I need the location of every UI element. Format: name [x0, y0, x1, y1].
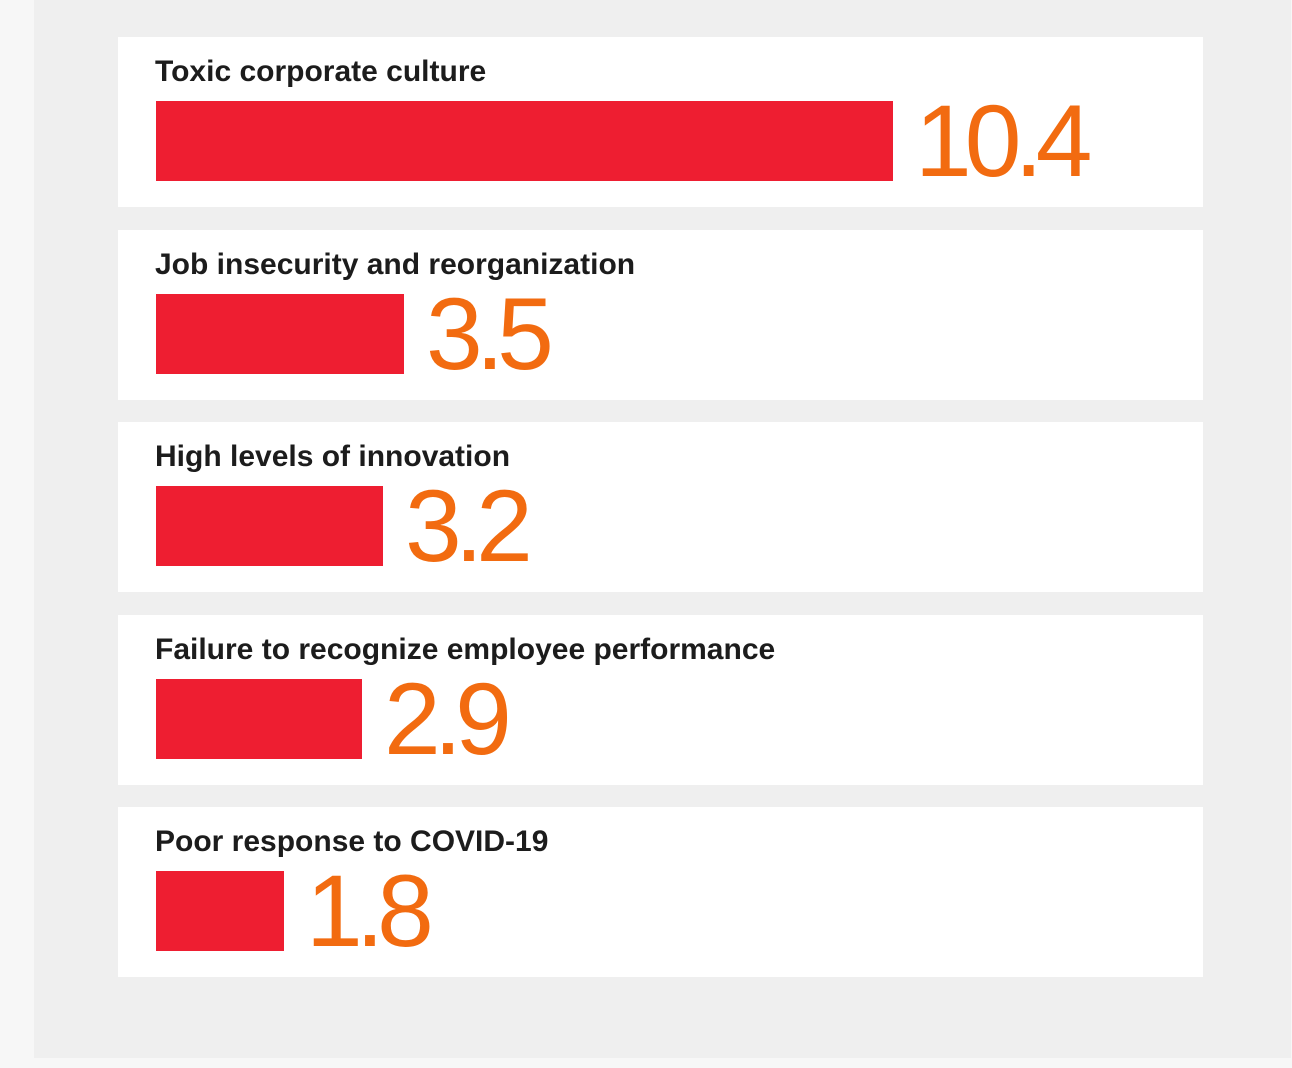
- category-label: Toxic corporate culture: [155, 55, 487, 88]
- value-label: 10.4: [915, 84, 1093, 198]
- value-label: 1.8: [306, 854, 434, 968]
- bar-card: Poor response to COVID-19 1.8: [118, 807, 1203, 977]
- bar: [156, 679, 362, 759]
- bar-card: High levels of innovation 3.2: [118, 422, 1203, 592]
- bar: [156, 294, 404, 374]
- bar: [156, 486, 383, 566]
- category-label: Failure to recognize employee performanc…: [155, 633, 776, 666]
- value-label: 3.2: [405, 469, 533, 583]
- bar: [156, 101, 893, 181]
- category-label: High levels of innovation: [155, 440, 511, 473]
- category-label: Poor response to COVID-19: [155, 825, 549, 858]
- category-label: Job insecurity and reorganization: [155, 248, 636, 281]
- bar: [156, 871, 284, 951]
- bar-card: Failure to recognize employee performanc…: [118, 615, 1203, 785]
- value-label: 3.5: [426, 277, 554, 391]
- bar-card: Job insecurity and reorganization 3.5: [118, 230, 1203, 400]
- value-label: 2.9: [384, 662, 512, 776]
- bar-card: Toxic corporate culture 10.4: [118, 37, 1203, 207]
